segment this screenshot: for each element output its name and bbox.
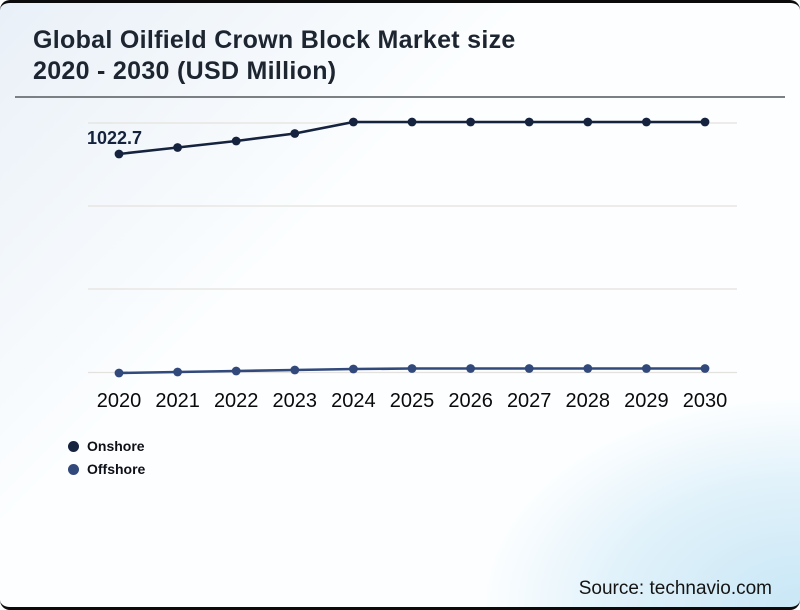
legend-dot-onshore xyxy=(68,440,79,452)
legend-item-offshore: Offshore xyxy=(68,461,145,477)
svg-text:2028: 2028 xyxy=(566,390,611,412)
svg-text:2024: 2024 xyxy=(331,390,376,412)
svg-text:2030: 2030 xyxy=(683,390,728,412)
svg-text:2029: 2029 xyxy=(624,390,669,412)
chart-title: Global Oilfield Crown Block Market size 2… xyxy=(33,25,516,87)
svg-text:2022: 2022 xyxy=(214,390,259,412)
svg-text:2020: 2020 xyxy=(97,390,142,412)
legend-label-offshore: Offshore xyxy=(87,461,146,477)
legend-item-onshore: Onshore xyxy=(68,438,145,454)
title-divider xyxy=(15,96,785,98)
svg-text:2027: 2027 xyxy=(507,390,552,412)
svg-text:2026: 2026 xyxy=(448,390,493,412)
chart-title-line1: Global Oilfield Crown Block Market size xyxy=(33,26,516,54)
legend: Onshore Offshore xyxy=(68,438,145,477)
source-attribution: Source: technavio.com xyxy=(578,578,772,599)
legend-label-onshore: Onshore xyxy=(87,438,145,454)
legend-dot-offshore xyxy=(68,463,79,475)
chart-title-line2: 2020 - 2030 (USD Million) xyxy=(33,57,337,85)
svg-text:1022.7: 1022.7 xyxy=(87,128,142,148)
svg-text:2023: 2023 xyxy=(273,390,318,412)
svg-text:2025: 2025 xyxy=(390,390,435,412)
chart-svg: 2020 2021 2022 2023 2024 2025 2026 2027 2028 2029… xyxy=(87,117,737,412)
svg-text:2021: 2021 xyxy=(155,390,200,412)
